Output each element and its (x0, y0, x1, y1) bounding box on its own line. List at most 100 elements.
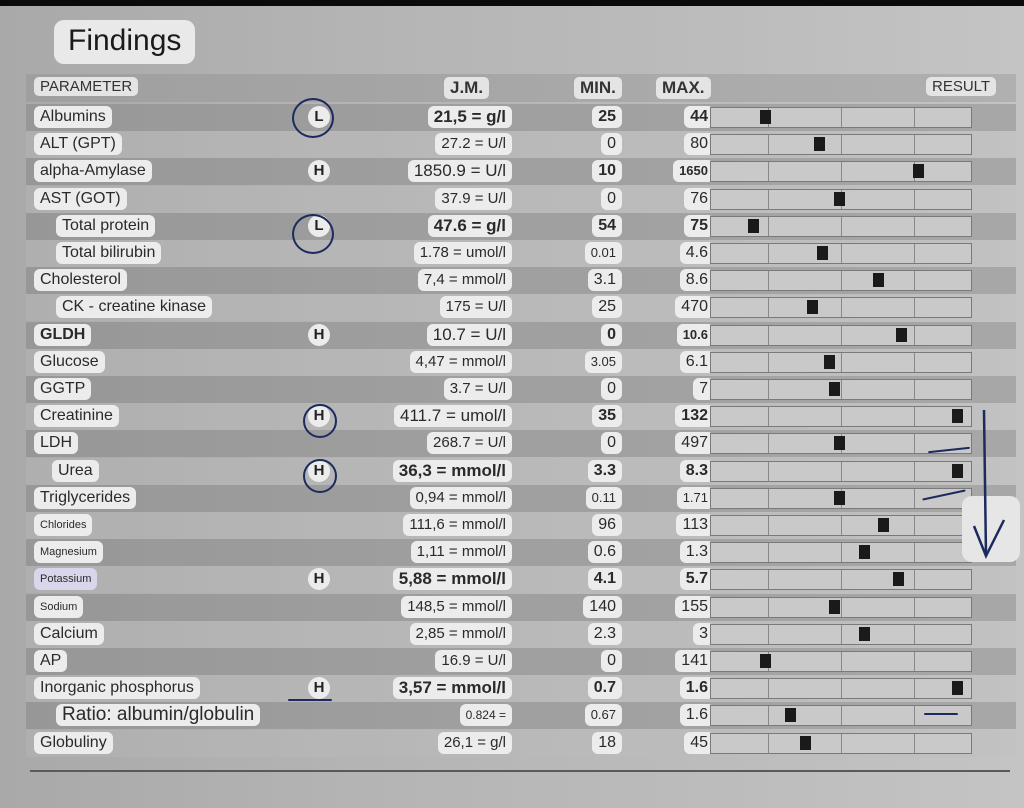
range-bar (710, 733, 972, 754)
value-cell: 1850.9 = U/l (374, 160, 512, 182)
min-value: 96 (592, 514, 622, 536)
table-row: Inorganic phosphorus H 3,57 = mmol/l 0.7 1.6 (26, 675, 1016, 702)
range-bar-divider (841, 162, 842, 181)
flag-underline-phosphorus (288, 699, 332, 701)
range-bar-divider (841, 543, 842, 562)
min-value: 3.1 (587, 269, 622, 291)
max-value: 155 (675, 596, 714, 618)
max-value: 10.6 (676, 324, 714, 346)
value-cell: 10.7 = U/l (374, 324, 512, 346)
range-bar (710, 461, 972, 482)
min-cell: 4.1 (574, 566, 622, 593)
value-cell: 4,47 = mmol/l (374, 351, 512, 373)
range-bar-divider (841, 217, 842, 236)
range-marker (760, 110, 771, 124)
range-bar-divider (841, 516, 842, 535)
range-bar (710, 651, 972, 672)
range-bar (710, 542, 972, 563)
max-cell: 4.6 (658, 240, 714, 267)
max-value: 141 (675, 650, 714, 672)
table-row: Total protein L 47.6 = g/l 54 75 (26, 213, 1016, 240)
range-bar-divider (841, 598, 842, 617)
range-bar-divider (914, 380, 915, 399)
parameter-name: Triglycerides (34, 487, 137, 509)
range-bar-divider (768, 516, 769, 535)
range-bar (710, 488, 972, 509)
range-bar-divider (768, 434, 769, 453)
result-value: 36,3 = mmol/l (392, 460, 512, 482)
parameter-name: Cholesterol (34, 269, 127, 291)
max-value: 6.1 (679, 351, 714, 373)
max-value: 1.71 (676, 487, 714, 509)
range-bar-divider (841, 135, 842, 154)
result-value: 111,6 = mmol/l (403, 514, 512, 536)
value-cell: 1.78 = umol/l (374, 242, 512, 264)
max-value: 8.3 (679, 460, 714, 482)
range-bar-divider (914, 298, 915, 317)
min-cell: 0 (574, 430, 622, 457)
value-cell: 21,5 = g/l (374, 106, 512, 128)
flag-circle-urea (303, 459, 337, 493)
result-value: 0,94 = mmol/l (409, 487, 512, 509)
range-bar (710, 515, 972, 536)
min-value: 0.01 (584, 242, 622, 264)
table-row: Calcium 2,85 = mmol/l 2.3 3 (26, 621, 1016, 648)
table-row: AP 16.9 = U/l 0 141 (26, 648, 1016, 675)
top-edge (0, 0, 1024, 6)
range-marker (859, 545, 870, 559)
result-value: 2,85 = mmol/l (409, 623, 512, 645)
table-row: ALT (GPT) 27.2 = U/l 0 80 (26, 131, 1016, 158)
range-bar (710, 325, 972, 346)
result-value: 1850.9 = U/l (407, 160, 512, 182)
range-bar-divider (914, 407, 915, 426)
min-cell: 0 (574, 186, 622, 213)
min-cell: 54 (574, 213, 622, 240)
max-cell: 5.7 (658, 566, 714, 593)
min-value: 4.1 (587, 568, 622, 590)
range-marker (893, 572, 904, 586)
min-cell: 0 (574, 131, 622, 158)
min-value: 140 (583, 596, 622, 618)
range-marker (952, 681, 963, 695)
range-bar-divider (914, 543, 915, 562)
max-value: 497 (675, 432, 714, 454)
max-value: 8.6 (679, 269, 714, 291)
result-value: 0.824 = (459, 704, 512, 726)
range-bar-divider (914, 135, 915, 154)
max-cell: 75 (658, 213, 714, 240)
table-row: Potassium H 5,88 = mmol/l 4.1 5.7 (26, 566, 1016, 593)
parameter-name: Total protein (56, 215, 156, 237)
min-value: 3.05 (584, 351, 622, 373)
min-cell: 0 (574, 648, 622, 675)
parameter-name: Potassium (34, 568, 98, 590)
range-marker (829, 382, 840, 396)
range-bar-divider (914, 706, 915, 725)
range-marker (834, 436, 845, 450)
parameter-name: Albumins (34, 106, 112, 128)
value-cell: 2,85 = mmol/l (374, 623, 512, 645)
range-bar-divider (841, 734, 842, 753)
range-bar-divider (841, 298, 842, 317)
range-bar-divider (841, 570, 842, 589)
range-bar-divider (914, 462, 915, 481)
parameter-name: Inorganic phosphorus (34, 677, 200, 699)
value-cell: 111,6 = mmol/l (374, 514, 512, 536)
max-value: 1.3 (679, 541, 714, 563)
parameter-name: Globuliny (34, 732, 113, 754)
table-row: Urea H 36,3 = mmol/l 3.3 8.3 (26, 458, 1016, 485)
pen-mark-ratio (924, 713, 958, 715)
range-marker (829, 600, 840, 614)
pen-arrow-icon (962, 409, 1020, 562)
max-value: 1650 (673, 160, 714, 182)
parameter-name: Creatinine (34, 405, 119, 427)
value-cell: 0.824 = (374, 704, 512, 726)
result-value: 21,5 = g/l (427, 106, 512, 128)
min-cell: 0.7 (574, 675, 622, 702)
min-cell: 140 (574, 594, 622, 621)
result-value: 148,5 = mmol/l (401, 596, 512, 618)
range-bar-divider (841, 462, 842, 481)
max-value: 45 (684, 732, 714, 754)
range-bar (710, 243, 972, 264)
value-cell: 36,3 = mmol/l (374, 460, 512, 482)
range-marker (814, 137, 825, 151)
